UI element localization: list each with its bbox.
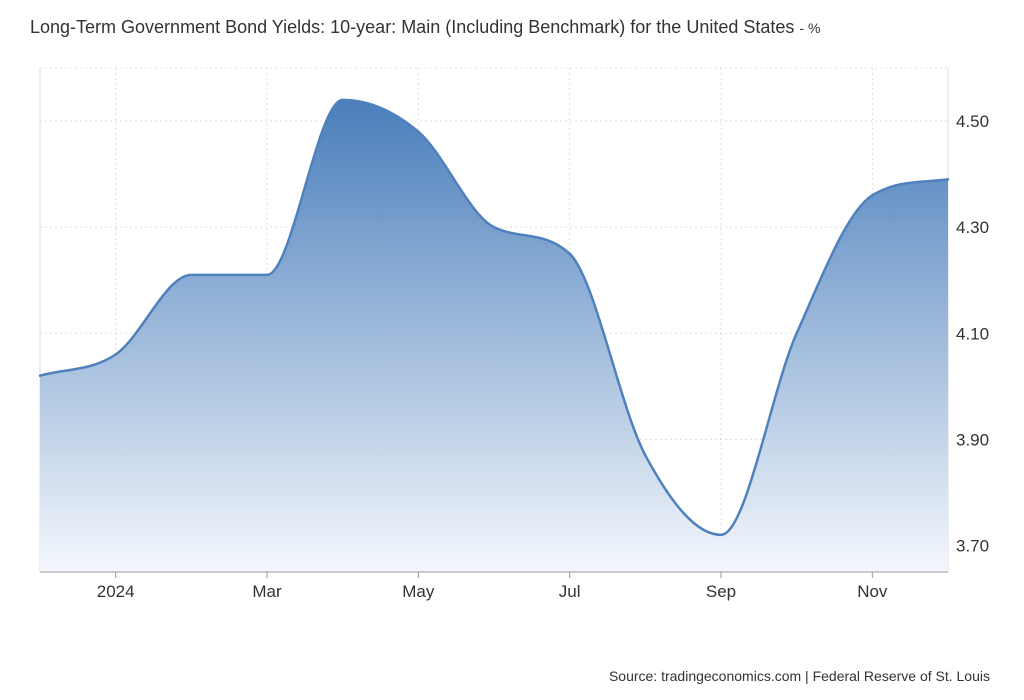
data-point-2024-05 — [416, 130, 420, 134]
axis-layer — [40, 571, 948, 578]
data-point-2024-07 — [568, 252, 572, 256]
chart-title: Long-Term Government Bond Yields: 10-yea… — [30, 17, 820, 38]
x-tick-label: Jul — [559, 582, 581, 601]
x-tick-label: Sep — [706, 582, 736, 601]
series-area-fill — [40, 99, 948, 572]
data-point-2024-11 — [870, 193, 874, 197]
data-point-2024-10 — [795, 331, 799, 335]
y-tick-label: 4.30 — [956, 218, 989, 237]
data-point-2024-06 — [492, 225, 496, 229]
x-tick-label: Mar — [252, 582, 282, 601]
chart-unit-suffix: - % — [799, 20, 821, 36]
data-point-2023-12 — [38, 374, 42, 378]
series-line — [38, 98, 950, 537]
y-tick-label: 3.90 — [956, 430, 989, 449]
data-point-2024-03 — [265, 273, 269, 277]
data-point-2024-02 — [189, 273, 193, 277]
y-tick-label: 3.70 — [956, 536, 989, 555]
label-layer: 3.70 3.90 4.10 4.30 4.50 2024 Mar May Jul Sep Nov — [97, 112, 989, 601]
y-tick-label: 4.10 — [956, 324, 989, 343]
data-point-2024-04 — [341, 98, 345, 102]
data-point-2024-08 — [643, 453, 647, 457]
data-point-2024-09 — [719, 533, 723, 537]
y-tick-label: 4.50 — [956, 112, 989, 131]
data-point-2024-01 — [114, 352, 118, 356]
area-layer — [38, 98, 950, 572]
x-tick-label: Nov — [857, 582, 888, 601]
chart-title-text: Long-Term Government Bond Yields: 10-yea… — [30, 17, 795, 37]
data-point-2024-12 — [946, 177, 950, 181]
x-tick-label: May — [402, 582, 435, 601]
x-tick-label: 2024 — [97, 582, 135, 601]
source-note: Source: tradingeconomics.com | Federal R… — [608, 668, 990, 684]
